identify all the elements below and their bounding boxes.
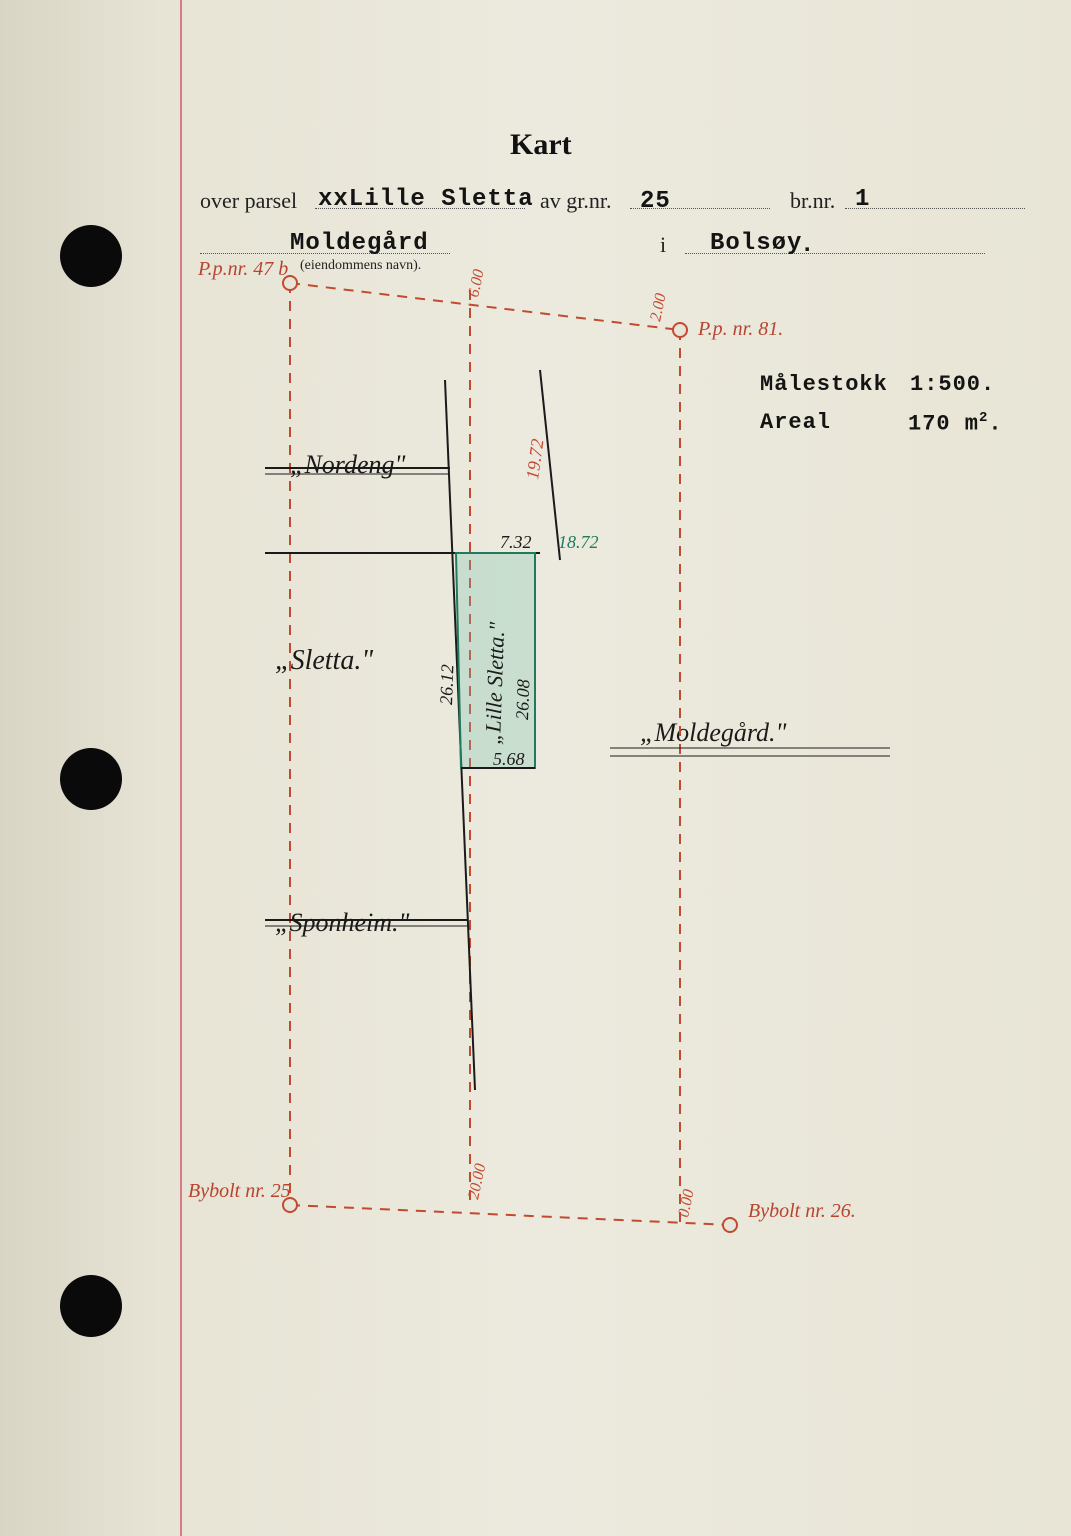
parcel-label: „Lille Sletta." xyxy=(480,621,509,745)
dim-top-ext: 18.72 xyxy=(558,532,599,552)
frame-dim-3: 0.00 xyxy=(675,1188,697,1219)
dim-top-width: 7.32 xyxy=(500,532,532,552)
frame-dim-1: 2.00 xyxy=(647,292,669,323)
document-page: Kart over parsel xxLille Sletta av gr.nr… xyxy=(0,0,1071,1536)
dim-left-height: 26.12 xyxy=(436,664,457,705)
frame-dim-2: 20.00 xyxy=(465,1162,489,1201)
dim-right-height: 26.08 xyxy=(512,679,533,720)
frame-dim-0: 6.00 xyxy=(465,268,487,299)
dim-bottom-width: 5.68 xyxy=(493,749,525,769)
boundary-lines xyxy=(265,370,890,1090)
survey-drawing: 7.32 18.72 5.68 26.12 26.08 19.72 „Lille… xyxy=(0,0,1071,1536)
dim-upper-diag: 19.72 xyxy=(522,438,547,481)
